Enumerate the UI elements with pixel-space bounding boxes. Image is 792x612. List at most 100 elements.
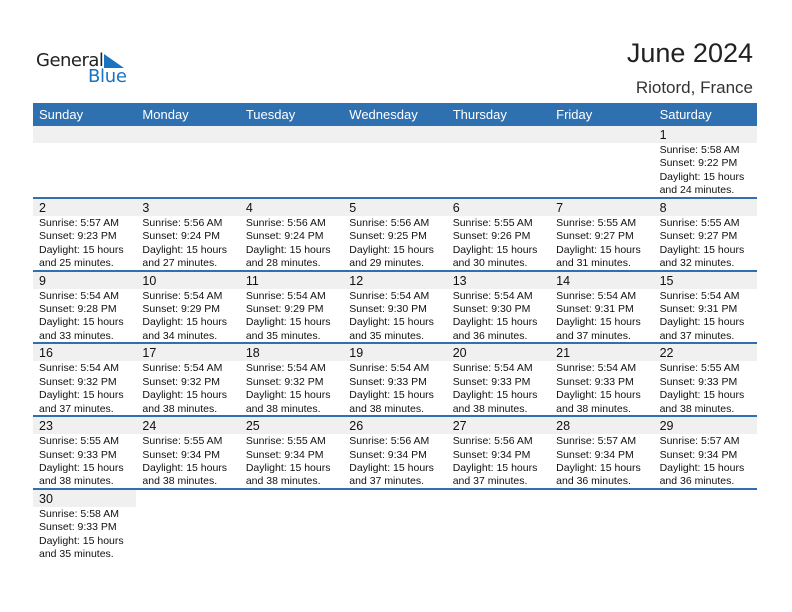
daylight1-text: Daylight: 15 hours	[349, 462, 434, 474]
day-cell: 10 Sunrise: 5:54 AM Sunset: 9:29 PM Dayligh…	[136, 272, 239, 344]
day-number: 17	[142, 346, 157, 361]
sunset-text: Sunset: 9:34 PM	[245, 448, 324, 461]
sunrise-text: Sunrise: 5:54 AM	[556, 362, 637, 375]
date-strip	[33, 271, 757, 289]
day-cell: 29 Sunrise: 5:57 AM Sunset: 9:34 PM Dayligh…	[654, 417, 757, 489]
day-number: 21	[556, 346, 571, 361]
calendar: Sunday Monday Tuesday Wednesday Thursday Frid…	[33, 103, 757, 563]
daylight1-text: Daylight: 15 hours	[142, 243, 228, 256]
daylight1-text: Daylight: 15 hours	[556, 462, 641, 474]
daylight1-text: Daylight: 15 hours	[659, 389, 745, 402]
sunset-text: Sunset: 9:28 PM	[39, 303, 117, 315]
day-number: 12	[349, 273, 364, 288]
week-row: 30 Sunrise: 5:58 AM Sunset: 9:33 PM Dayligh…	[33, 489, 757, 563]
empty-cell	[343, 126, 446, 198]
day-number: 15	[659, 273, 674, 288]
sunset-text: Sunset: 9:34 PM	[142, 448, 221, 461]
day-cell: 27 Sunrise: 5:56 AM Sunset: 9:34 PM Dayligh…	[447, 417, 550, 489]
sunrise-text: Sunrise: 5:56 AM	[349, 216, 430, 229]
empty-cell	[240, 126, 343, 198]
sunset-text: Sunset: 9:33 PM	[556, 375, 634, 388]
day-number: 30	[39, 491, 53, 506]
daylight2-text: and 37 minutes.	[452, 475, 528, 488]
weekday-monday: Monday	[142, 107, 189, 122]
sunrise-text: Sunrise: 5:58 AM	[39, 507, 119, 520]
day-cell: 1 Sunrise: 5:58 AM Sunset: 9:22 PM Daylight…	[654, 126, 757, 198]
day-cell: 15 Sunrise: 5:54 AM Sunset: 9:31 PM Dayligh…	[654, 272, 757, 344]
day-cell: 5 Sunrise: 5:56 AM Sunset: 9:25 PM Daylight…	[343, 199, 446, 271]
day-cell: 17 Sunrise: 5:54 AM Sunset: 9:32 PM Dayligh…	[136, 344, 239, 416]
date-strip	[33, 344, 757, 362]
weekday-friday: Friday	[556, 107, 593, 122]
empty-cell	[447, 490, 550, 563]
sunset-text: Sunset: 9:33 PM	[452, 375, 531, 388]
sunrise-text: Sunrise: 5:55 AM	[659, 216, 740, 229]
day-number: 11	[245, 273, 259, 288]
sunset-text: Sunset: 9:34 PM	[556, 448, 634, 461]
day-number: 3	[142, 200, 150, 215]
day-number: 13	[452, 273, 467, 288]
day-number: 27	[452, 419, 467, 434]
day-cell: 16 Sunrise: 5:54 AM Sunset: 9:32 PM Dayligh…	[33, 344, 136, 416]
daylight1-text: Daylight: 15 hours	[556, 243, 641, 256]
daylight2-text: and 36 minutes.	[556, 475, 631, 488]
weekday-thursday: Thursday	[452, 107, 507, 122]
sunset-text: Sunset: 9:22 PM	[659, 157, 738, 170]
daylight2-text: and 35 minutes.	[245, 329, 321, 342]
empty-cell	[240, 490, 343, 563]
day-cell: 8 Sunrise: 5:55 AM Sunset: 9:27 PM Daylight…	[654, 199, 757, 271]
sunset-text: Sunset: 9:26 PM	[452, 230, 531, 243]
daylight2-text: and 35 minutes.	[39, 548, 114, 561]
empty-cell	[654, 490, 757, 563]
date-strip	[33, 198, 757, 216]
daylight1-text: Daylight: 15 hours	[659, 316, 745, 329]
day-number: 6	[452, 200, 460, 215]
day-cell: 2 Sunrise: 5:57 AM Sunset: 9:23 PM Daylight…	[33, 199, 136, 271]
daylight1-text: Daylight: 15 hours	[349, 243, 434, 256]
day-number: 1	[659, 128, 667, 142]
day-number: 29	[659, 419, 674, 434]
daylight1-text: Daylight: 15 hours	[659, 462, 745, 474]
sunrise-text: Sunrise: 5:54 AM	[39, 362, 119, 375]
sunset-text: Sunset: 9:34 PM	[659, 448, 738, 461]
week-row: 16 Sunrise: 5:54 AM Sunset: 9:32 PM Dayligh…	[33, 344, 757, 418]
day-number: 5	[349, 200, 357, 215]
week-row: 1 Sunrise: 5:58 AM Sunset: 9:22 PM Daylight…	[33, 126, 757, 199]
week-row: 9 Sunrise: 5:54 AM Sunset: 9:28 PM Daylight…	[33, 271, 757, 345]
sunset-text: Sunset: 9:31 PM	[659, 303, 738, 315]
daylight2-text: and 38 minutes.	[142, 402, 218, 415]
day-cell: 20 Sunrise: 5:54 AM Sunset: 9:33 PM Dayligh…	[447, 344, 550, 416]
daylight1-text: Daylight: 15 hours	[659, 170, 745, 183]
sunrise-text: Sunrise: 5:56 AM	[142, 216, 223, 229]
daylight2-text: and 38 minutes.	[39, 475, 114, 488]
daylight2-text: and 25 minutes.	[39, 257, 114, 270]
day-number: 10	[142, 273, 157, 288]
sunrise-text: Sunrise: 5:56 AM	[452, 435, 533, 448]
empty-cell	[343, 490, 446, 563]
sunset-text: Sunset: 9:29 PM	[142, 303, 221, 315]
daylight1-text: Daylight: 15 hours	[349, 389, 434, 402]
daylight2-text: and 28 minutes.	[245, 257, 321, 270]
day-cell: 24 Sunrise: 5:55 AM Sunset: 9:34 PM Dayligh…	[136, 417, 239, 489]
daylight2-text: and 38 minutes.	[556, 402, 631, 415]
daylight2-text: and 37 minutes.	[349, 475, 424, 488]
daylight2-text: and 37 minutes.	[39, 402, 114, 415]
sunrise-text: Sunrise: 5:55 AM	[452, 216, 533, 229]
weekday-saturday: Saturday	[659, 107, 712, 122]
sunrise-text: Sunrise: 5:55 AM	[142, 435, 223, 448]
day-number: 24	[142, 419, 157, 434]
sunset-text: Sunset: 9:34 PM	[349, 448, 427, 461]
day-number: 4	[245, 200, 253, 215]
day-cell: 7 Sunrise: 5:55 AM Sunset: 9:27 PM Daylight…	[550, 199, 653, 271]
day-cell: 18 Sunrise: 5:54 AM Sunset: 9:32 PM Dayligh…	[240, 344, 343, 416]
daylight2-text: and 38 minutes.	[245, 402, 321, 415]
sunset-text: Sunset: 9:31 PM	[556, 303, 634, 315]
day-cell: 28 Sunrise: 5:57 AM Sunset: 9:34 PM Dayligh…	[550, 417, 653, 489]
weekday-sunday: Sunday	[39, 107, 84, 122]
daylight2-text: and 38 minutes.	[659, 402, 735, 415]
daylight2-text: and 38 minutes.	[142, 475, 218, 488]
day-cell: 26 Sunrise: 5:56 AM Sunset: 9:34 PM Dayligh…	[343, 417, 446, 489]
daylight1-text: Daylight: 15 hours	[556, 389, 641, 402]
sunset-text: Sunset: 9:24 PM	[142, 230, 221, 243]
daylight2-text: and 27 minutes.	[142, 257, 218, 270]
